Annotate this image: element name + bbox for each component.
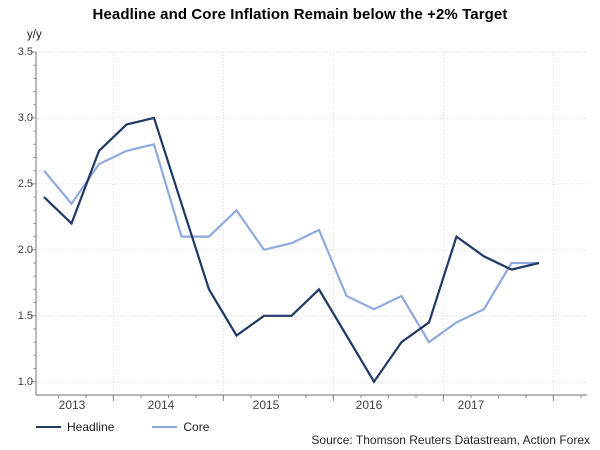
- legend-label-headline: Headline: [67, 420, 115, 434]
- chart-title: Headline and Core Inflation Remain below…: [92, 6, 508, 23]
- y-tick-label: 2.5: [17, 177, 33, 190]
- headline-series-line: [43, 116, 540, 384]
- x-tick-label: 2017: [457, 398, 485, 412]
- x-tick-label: 2016: [355, 398, 383, 412]
- y-tick-label: 3.0: [17, 111, 33, 124]
- y-tick-label: 1.5: [17, 309, 33, 322]
- legend-headline-line-swatch: [36, 426, 61, 428]
- y-axis-unit-label: y/y: [27, 29, 42, 41]
- source-attribution: Source: Thomson Reuters Datastream, Acti…: [311, 433, 590, 447]
- legend-label-core: Core: [183, 420, 210, 434]
- legend-core-line-swatch: [152, 426, 178, 428]
- y-tick-label: 3.5: [17, 46, 33, 58]
- x-tick-label: 2015: [252, 398, 280, 412]
- core-series-line: [43, 142, 539, 344]
- x-tick-label: 2014: [147, 398, 175, 412]
- x-tick-label: 2013: [58, 398, 86, 412]
- y-tick-label: 1.0: [17, 375, 33, 388]
- y-tick-label: 2.0: [17, 243, 33, 256]
- legend: Headline Core: [36, 420, 247, 434]
